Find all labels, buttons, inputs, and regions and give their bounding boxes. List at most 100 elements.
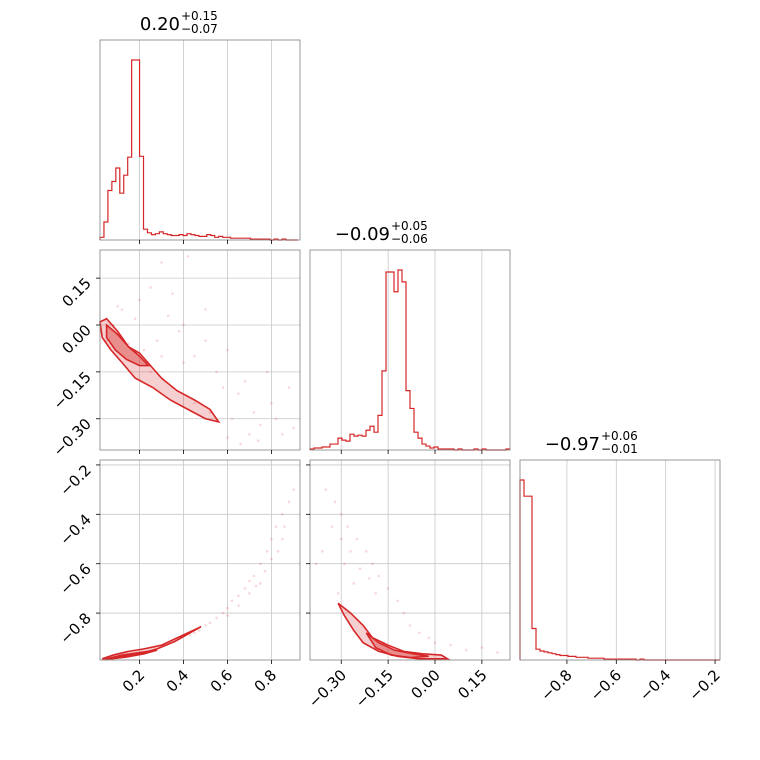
- x-tick-label: 0.6: [207, 666, 237, 696]
- scatter-point: [188, 634, 192, 637]
- histogram-panel-1: [309, 249, 511, 454]
- scatter-point: [254, 584, 258, 588]
- scatter-point: [496, 651, 499, 654]
- scatter-point: [243, 379, 247, 383]
- scatter-point: [281, 537, 284, 541]
- scatter-point: [127, 342, 130, 346]
- scatter-point: [324, 488, 327, 491]
- scatter-point: [105, 339, 108, 342]
- scatter-point: [259, 582, 262, 585]
- scatter-point: [274, 525, 278, 528]
- scatter-point: [230, 417, 234, 421]
- x-tick-label: 0.15: [454, 666, 490, 702]
- scatter-point: [237, 392, 240, 396]
- y-tick-label: −0.15: [50, 368, 95, 413]
- scatter-point: [343, 562, 346, 566]
- scatter-point: [193, 354, 196, 358]
- scatter-point: [270, 557, 273, 561]
- scatter-point: [204, 339, 207, 342]
- scatter-point: [396, 599, 399, 603]
- scatter-point: [182, 361, 185, 364]
- pair-panel-0-2: [99, 459, 301, 664]
- scatter-point: [186, 254, 190, 258]
- scatter-point: [221, 386, 225, 389]
- scatter-point: [377, 574, 381, 578]
- scatter-point: [256, 439, 260, 442]
- scatter-point: [330, 525, 334, 528]
- y-tick-label: −0.4: [56, 510, 94, 548]
- scatter-point: [408, 624, 412, 627]
- scatter-point: [263, 569, 267, 573]
- scatter-point: [287, 500, 291, 504]
- scatter-point: [138, 298, 141, 302]
- x-tick-label: 0.8: [251, 666, 281, 696]
- scatter-point: [386, 587, 390, 590]
- scatter-point: [204, 308, 207, 311]
- y-tick-label: −0.8: [56, 609, 94, 647]
- panel-title-minus: −0.06: [391, 232, 428, 246]
- scatter-point: [265, 550, 269, 553]
- panel-title-plus: +0.06: [601, 429, 638, 443]
- scatter-point: [193, 631, 196, 635]
- scatter-point: [155, 339, 159, 342]
- scatter-point: [480, 646, 484, 649]
- scatter-point: [336, 592, 340, 595]
- scatter-point: [281, 513, 284, 516]
- panel-frame: [309, 249, 511, 451]
- scatter-point: [226, 436, 229, 439]
- y-tick-label: 0.15: [58, 274, 94, 310]
- scatter-point: [281, 433, 284, 436]
- scatter-point: [120, 308, 124, 311]
- scatter-point: [265, 370, 269, 374]
- scatter-point: [364, 550, 368, 553]
- scatter-point: [339, 537, 343, 541]
- scatter-point: [215, 370, 218, 374]
- scatter-point: [274, 417, 278, 421]
- scatter-point: [182, 323, 185, 327]
- y-tick-label: −0.2: [56, 461, 94, 499]
- scatter-point: [321, 550, 324, 553]
- y-tick-label: −0.30: [50, 415, 95, 460]
- x-tick-label: −0.30: [305, 666, 350, 711]
- panel-frame: [99, 459, 301, 661]
- scatter-point: [292, 426, 295, 430]
- scatter-point: [464, 648, 468, 652]
- scatter-point: [368, 577, 371, 580]
- scatter-point: [237, 594, 240, 598]
- scatter-point: [248, 592, 251, 595]
- panel-title-minus: −0.07: [181, 22, 218, 36]
- contour-outer: [337, 602, 451, 660]
- scatter-point: [226, 606, 229, 610]
- x-tick-label: 0.00: [407, 666, 443, 702]
- scatter-point: [449, 643, 452, 647]
- panel-title-plus: +0.15: [181, 9, 218, 23]
- histogram-panel-0: [99, 39, 301, 244]
- panel-title-minus: −0.01: [601, 442, 638, 456]
- x-tick-label: −0.15: [352, 666, 397, 711]
- scatter-point: [171, 292, 174, 296]
- scatter-point: [237, 604, 240, 607]
- pair-panel-1-2: [306, 459, 511, 664]
- scatter-point: [116, 304, 119, 308]
- histogram-step-line: [309, 269, 510, 451]
- scatter-point: [142, 348, 146, 352]
- scatter-point: [339, 513, 343, 516]
- contour-outer: [101, 625, 202, 660]
- scatter-point: [149, 370, 152, 374]
- scatter-point: [314, 562, 318, 566]
- scatter-point: [248, 433, 251, 436]
- panel-frame: [309, 459, 511, 661]
- scatter-point: [374, 592, 377, 595]
- scatter-point: [166, 314, 170, 317]
- panel-frame: [99, 249, 301, 451]
- scatter-point: [226, 348, 229, 352]
- scatter-point: [230, 599, 234, 603]
- scatter-point: [259, 423, 262, 427]
- x-tick-label: −0.2: [685, 666, 723, 704]
- histogram-step-line: [99, 59, 298, 241]
- scatter-point: [215, 616, 218, 620]
- scatter-point: [349, 550, 352, 553]
- panel-title-plus: +0.05: [391, 219, 428, 233]
- x-tick-label: −0.8: [537, 666, 575, 704]
- scatter-point: [270, 537, 273, 541]
